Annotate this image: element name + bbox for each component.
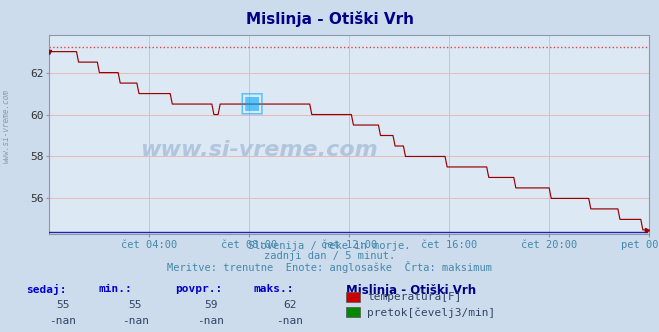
Text: zadnji dan / 5 minut.: zadnji dan / 5 minut.	[264, 251, 395, 261]
Text: 55: 55	[56, 300, 69, 310]
Text: -nan: -nan	[277, 316, 303, 326]
Text: min.:: min.:	[99, 284, 132, 294]
Text: Mislinja - Otiški Vrh: Mislinja - Otiški Vrh	[246, 11, 413, 27]
Text: 59: 59	[204, 300, 217, 310]
Text: www.si-vreme.com: www.si-vreme.com	[140, 140, 378, 160]
Text: povpr.:: povpr.:	[175, 284, 222, 294]
Text: -nan: -nan	[198, 316, 224, 326]
Text: -nan: -nan	[49, 316, 76, 326]
Text: maks.:: maks.:	[254, 284, 294, 294]
Text: -nan: -nan	[122, 316, 148, 326]
Text: Mislinja - Otiški Vrh: Mislinja - Otiški Vrh	[346, 284, 476, 297]
Text: pretok[čevelj3/min]: pretok[čevelj3/min]	[367, 307, 496, 318]
Text: Meritve: trenutne  Enote: anglosaške  Črta: maksimum: Meritve: trenutne Enote: anglosaške Črta…	[167, 261, 492, 273]
Text: Slovenija / reke in morje.: Slovenija / reke in morje.	[248, 241, 411, 251]
Text: 55: 55	[129, 300, 142, 310]
Text: 62: 62	[283, 300, 297, 310]
Text: ▣: ▣	[239, 89, 264, 117]
Text: temperatura[F]: temperatura[F]	[367, 292, 461, 302]
Text: sedaj:: sedaj:	[26, 284, 67, 295]
Text: www.si-vreme.com: www.si-vreme.com	[2, 89, 11, 163]
